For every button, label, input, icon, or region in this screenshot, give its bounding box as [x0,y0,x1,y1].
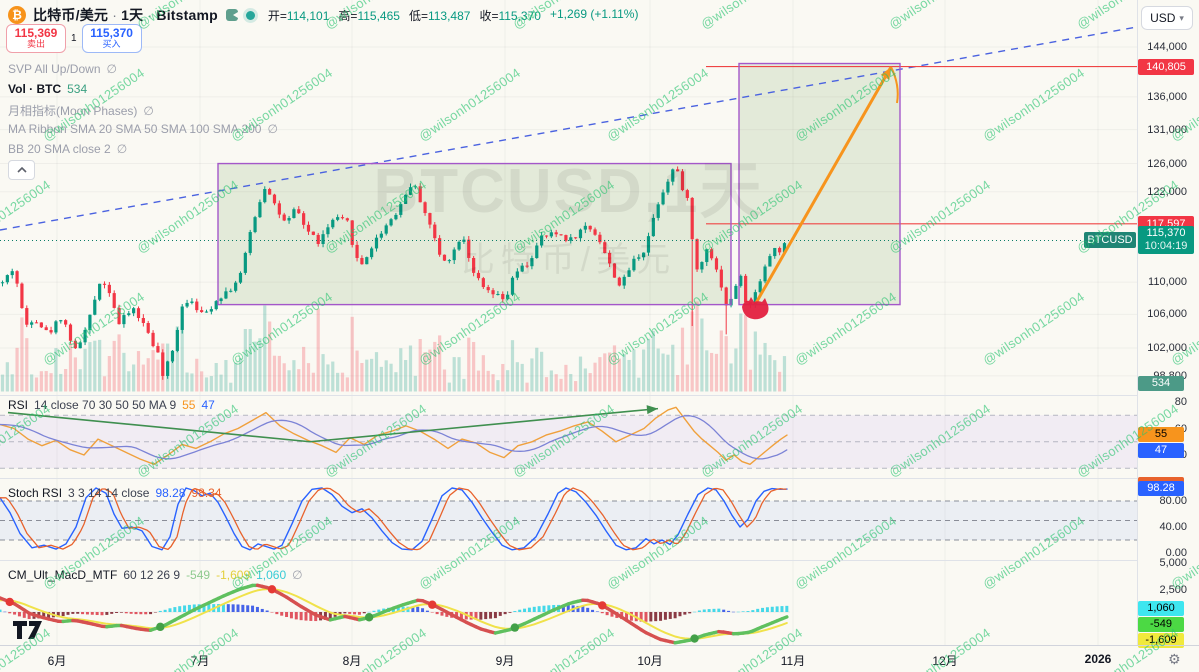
interval-label: 1天 [121,7,144,23]
stoch-tick: 40.00 [1159,521,1187,533]
time-tick: 12月 [932,654,958,668]
time-tick: 10月 [637,654,663,668]
high-value: 高=115,465 [338,8,400,23]
order-panel: 115,369 卖出 1 115,370 买入 [6,24,142,53]
price-tick: 131,000 [1147,123,1187,136]
indicator-value-badge: 55 [1138,427,1184,442]
indicator-value-badge: 98.28 [1138,481,1184,496]
legend-macd[interactable]: CM_Ult_MacD_MTF 60 12 26 9 -549 -1,609 1… [8,568,303,582]
stoch-d-value: 98.34 [191,486,222,500]
open-value: 开=114,101 [267,8,330,23]
buy-button[interactable]: 115,370 买入 [81,24,142,53]
legend-svp[interactable]: SVP All Up/Down ∅ [8,62,117,76]
legend-moon-phases[interactable]: 月相指标(Moon Phases) ∅ [8,103,154,119]
indicator-value-badge: -549 [1138,617,1184,632]
price-tick: 110,000 [1148,276,1187,289]
legend-bollinger[interactable]: BB 20 SMA close 2 ∅ [8,142,128,156]
exchange-label: Bitstamp [156,7,218,23]
currency-dropdown[interactable]: USD ▾ [1141,6,1193,30]
macd-value: -549 [186,568,211,582]
eye-off-icon[interactable]: ∅ [116,142,128,156]
change-value: +1,269 (+1.11%) [549,6,639,21]
eye-off-icon[interactable]: ∅ [267,122,278,136]
stoch-d-badge [1138,477,1184,483]
eye-off-icon[interactable]: ∅ [106,62,117,76]
btc-logo-icon: ₿ [8,6,26,24]
pane-divider[interactable] [0,478,1137,479]
pane-divider[interactable] [0,560,1137,561]
eye-off-icon[interactable]: ∅ [143,103,154,118]
symbol-toolbar: ₿ 比特币/美元 · 1天 · Bitstamp 开=114,101 高=115… [8,5,638,25]
time-tick: 7月 [190,654,210,668]
tradingview-logo[interactable] [12,620,46,645]
symbol-price-tag: BTCUSD [1084,232,1136,249]
rsi-ma-value: 47 [201,398,215,412]
time-tick: 9月 [495,654,515,668]
gear-icon[interactable]: ⚙ [1168,651,1181,667]
indicator-value-badge: 1,060 [1138,601,1184,616]
macd-tick: 2,500 [1159,584,1187,596]
legend-volume[interactable]: Vol · BTC 534 [8,82,88,96]
time-tick: 2026 [1084,652,1112,666]
volume-value: 534 [67,82,88,96]
price-tick: 144,000 [1147,41,1187,53]
indicator-value-badge: 47 [1138,443,1184,458]
sell-button[interactable]: 115,369 卖出 [6,24,66,53]
price-tick: 102,000 [1147,342,1187,354]
macd-signal-value: -1,609 [216,568,251,582]
collapse-legends-button[interactable] [8,160,35,180]
macd-hist-value: 1,060 [256,568,287,582]
price-tick: 106,000 [1147,308,1187,321]
time-tick: 11月 [780,654,806,668]
candle-style-icon[interactable] [225,8,239,22]
time-tick: 8月 [342,654,362,668]
stoch-tick: 80.00 [1159,495,1187,507]
last-price: 115,370 [1146,227,1186,240]
time-axis[interactable]: ⚙ 6月 7月 8月 9月 10月 11月 12月 2026 [0,645,1199,672]
stoch-tick: 0.00 [1165,547,1187,559]
price-tick: 136,000 [1147,90,1187,103]
macd-tick: 5,000 [1159,557,1187,569]
eye-off-icon[interactable]: ∅ [292,568,303,582]
price-tick: 122,000 [1147,185,1187,198]
rsi-tick: 80 [1174,396,1187,408]
last-price-badge: 115,370 10:04:19 [1138,226,1194,255]
pane-divider[interactable] [0,395,1137,396]
time-tick: 6月 [47,654,67,668]
chevron-down-icon: ▾ [1179,12,1184,23]
ohlc-row: 开=114,101 高=115,465 低=113,487 收=115,370 … [268,7,639,24]
last-time: 10:04:19 [1144,240,1188,253]
price-axis[interactable]: 144,000 136,000 131,000 126,000 122,000 110,0… [1137,0,1199,648]
stoch-k-value: 98.28 [155,486,186,500]
spread-value: 1 [71,33,77,44]
market-status-dot [245,10,255,20]
low-value: 低=113,487 [408,8,471,23]
close-value: 收=115,370 [479,8,541,23]
legend-stoch-rsi[interactable]: Stoch RSI 3 3 14 14 close 98.28 98.34 [8,486,222,500]
legend-rsi[interactable]: RSI 14 close 70 30 50 50 MA 9 55 47 [8,398,215,412]
price-axis-divider [1137,0,1138,645]
rsi-value: 55 [182,398,196,412]
legend-ma-ribbon[interactable]: MA Ribbon SMA 20 SMA 50 SMA 100 SMA 200 … [8,122,278,136]
symbol-title[interactable]: 比特币/美元 · 1天 · Bitstamp [33,7,218,23]
volume-badge: 534 [1138,376,1184,391]
price-tick: 126,000 [1147,157,1187,170]
price-level-badge: 140,805 [1138,58,1194,75]
indicator-value-badge: -1,609 [1138,633,1184,648]
